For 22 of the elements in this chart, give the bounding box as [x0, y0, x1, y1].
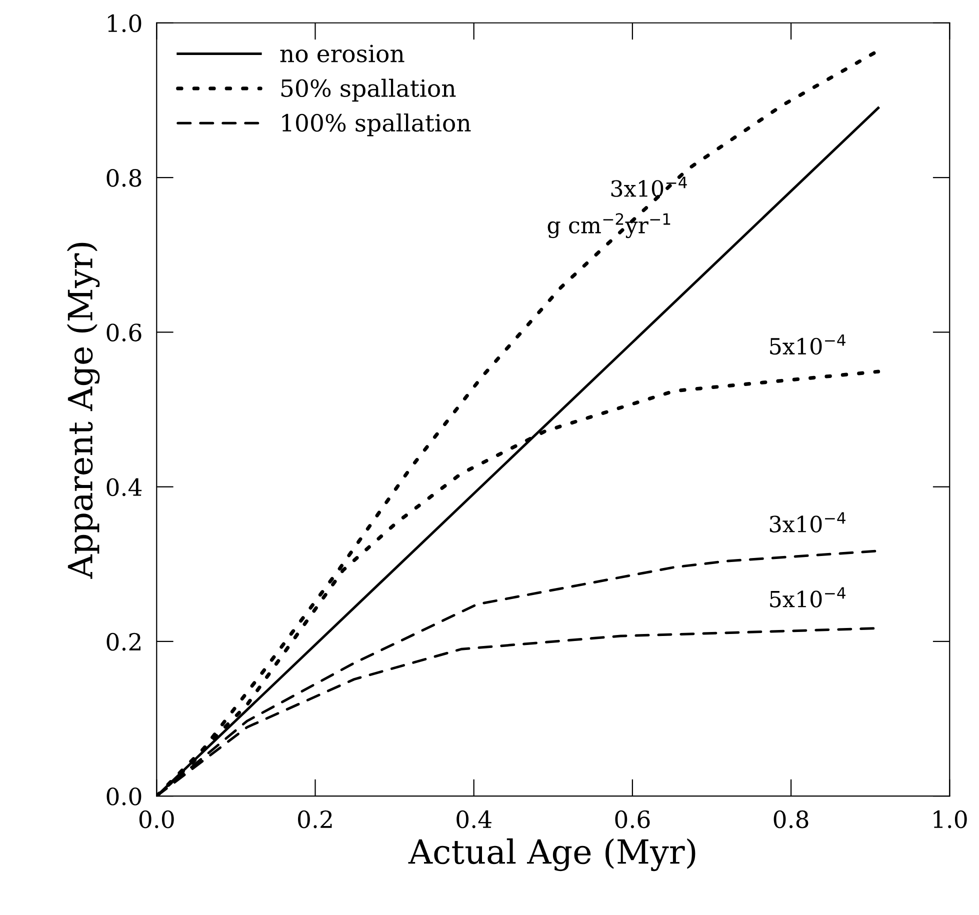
y-tick-label: 1.0 [108, 14, 142, 32]
x-tick-label: 0.2 [298, 810, 332, 828]
y-axis-title: Apparent Age (Myr) [66, 242, 100, 579]
legend-label: no erosion [280, 44, 404, 62]
x-tick-label: 0.8 [774, 810, 808, 828]
annotation: 3x10$^{−4}$ [611, 176, 687, 197]
y-tick-label: 0.4 [106, 478, 142, 496]
annotation: 3x10$^{−4}$ [770, 512, 846, 532]
x-tick-label: 0.0 [139, 810, 174, 828]
legend-label: 100% spallation [282, 113, 471, 136]
y-tick-label: 0.0 [106, 787, 142, 806]
x-axis-title: Actual Age (Myr) [408, 838, 696, 872]
annotation: 5x10$^{−4}$ [770, 334, 846, 355]
y-tick-label: 0.2 [106, 632, 140, 651]
annotation: g cm$^{−2}$yr$^{−1}$ [548, 213, 670, 238]
y-tick-label: 0.8 [106, 168, 142, 187]
annotation: 5x10$^{−4}$ [770, 587, 846, 608]
y-tick-label: 0.6 [106, 324, 142, 342]
x-tick-label: 0.4 [456, 810, 492, 828]
legend-label: 50% spallation [281, 78, 456, 102]
x-tick-label: 1.0 [934, 810, 967, 828]
x-tick-label: 0.6 [615, 810, 650, 828]
